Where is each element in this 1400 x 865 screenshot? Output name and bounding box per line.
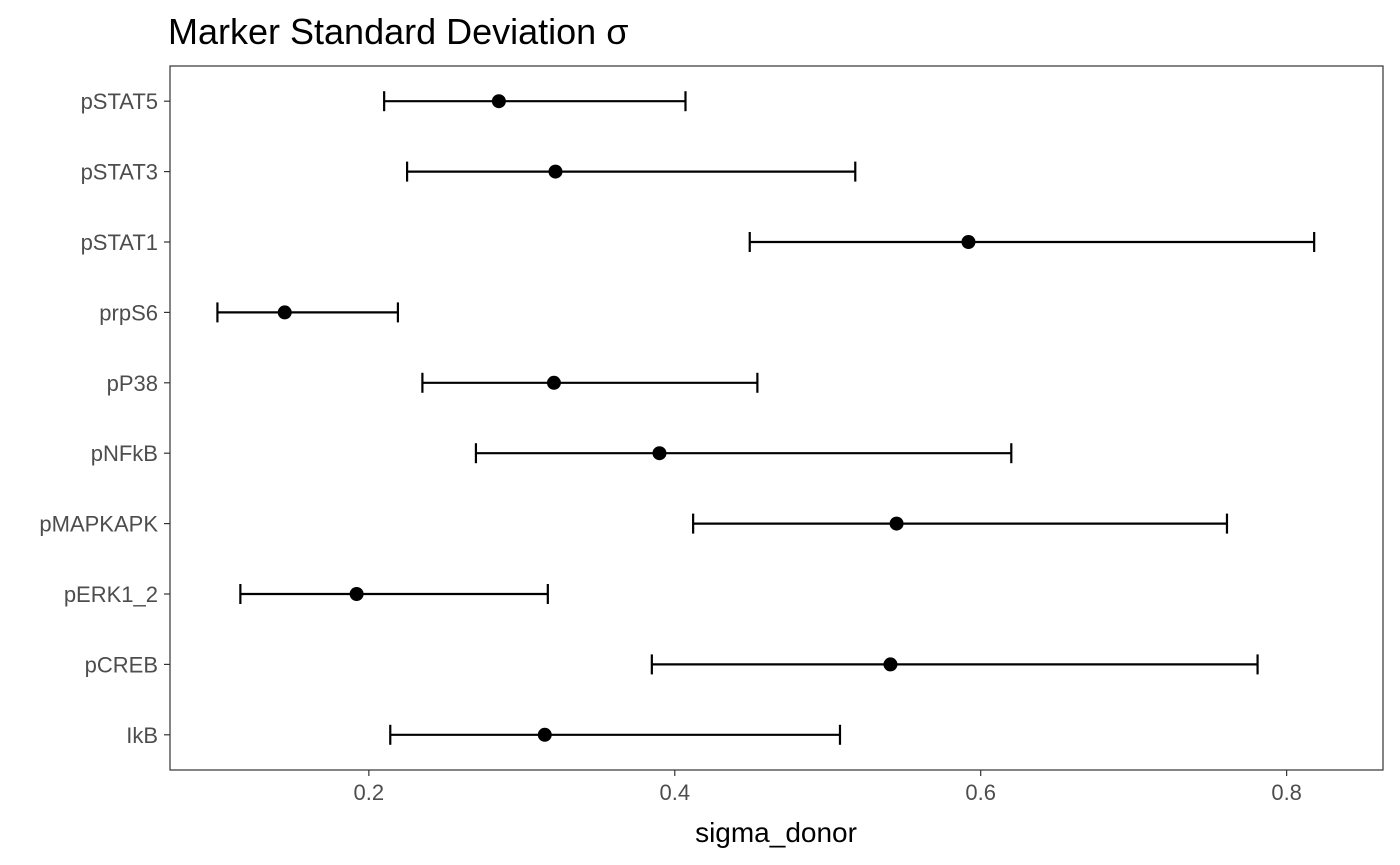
y-tick-label: pSTAT5 (81, 89, 158, 114)
y-tick-label: prpS6 (99, 300, 158, 325)
point-range-IkB (389, 724, 842, 745)
x-tick-label: 0.2 (354, 780, 385, 805)
point-range-pERK1_2 (239, 584, 549, 604)
estimate-point (277, 305, 292, 320)
estimate-point (548, 164, 563, 179)
y-tick-label: pSTAT3 (81, 160, 158, 185)
y-tick-label: pNFkB (91, 441, 158, 466)
estimate-point (652, 446, 667, 461)
estimate-point (961, 235, 976, 249)
y-tick-label: IkB (126, 723, 158, 748)
point-range-pSTAT1 (748, 232, 1316, 252)
point-range-prpS6 (216, 302, 400, 323)
estimate-point (546, 375, 561, 390)
y-tick-label: pCREB (85, 652, 158, 677)
y-tick-label: pSTAT1 (81, 230, 158, 255)
estimate-point (883, 657, 898, 672)
estimate-point (537, 727, 552, 742)
y-tick-label: pMAPKAPK (39, 512, 158, 537)
estimate-point (889, 516, 904, 531)
point-range-pNFkB (474, 443, 1013, 464)
point-range-pSTAT5 (383, 91, 687, 112)
x-axis-label: sigma_donor (695, 817, 857, 848)
plot-panel (169, 65, 1384, 771)
y-tick-label: pP38 (107, 371, 158, 396)
y-axis: pSTAT5 pSTAT3 pSTAT1 prpS6 pP38 pNFkB pMAPKAPK… (39, 89, 170, 748)
point-range-pSTAT3 (405, 161, 857, 182)
x-tick-label: 0.8 (1271, 780, 1302, 805)
estimate-point (349, 587, 364, 601)
chart-title: Marker Standard Deviation σ (168, 11, 628, 52)
x-tick-label: 0.6 (965, 780, 996, 805)
x-axis: 0.2 0.4 0.6 0.8 (354, 770, 1302, 805)
panel-border (169, 65, 1384, 771)
point-range-pP38 (421, 372, 759, 393)
estimate-point (491, 94, 506, 109)
x-tick-label: 0.4 (659, 780, 690, 805)
point-ranges (216, 91, 1316, 745)
point-range-pMAPKAPK (692, 513, 1229, 534)
point-range-pCREB (650, 654, 1259, 675)
y-tick-label: pERK1_2 (64, 582, 158, 607)
